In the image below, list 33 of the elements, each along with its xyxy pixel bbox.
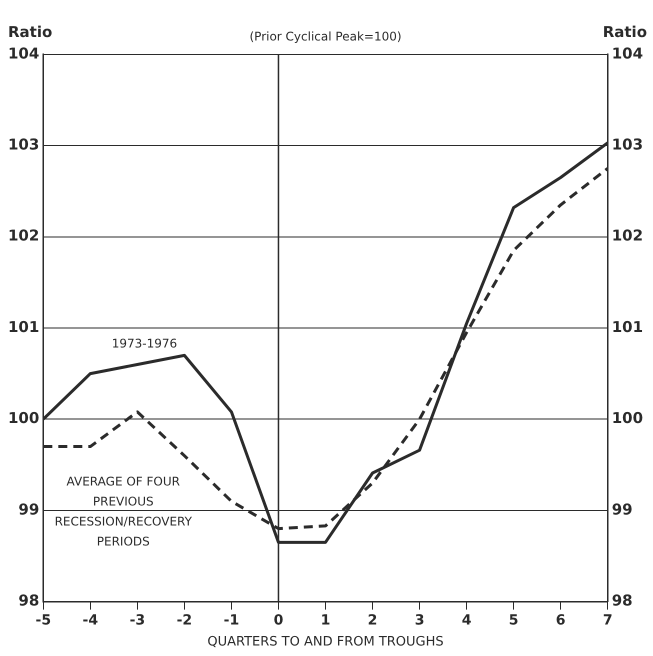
- series-label: AVERAGE OF FOUR PREVIOUS RECESSION/RECOVERY PERIODS: [54, 474, 193, 548]
- y-tick-label: 104: [8, 44, 40, 62]
- y-tick-label: 101: [8, 318, 40, 336]
- x-tick-label: -5: [36, 612, 52, 629]
- x-tick-label: 6: [556, 612, 566, 629]
- y-tick-label: 98: [18, 591, 40, 610]
- x-tick-label: 3: [414, 612, 424, 629]
- x-tick-label: -1: [224, 612, 240, 629]
- y2-tick-label: 101: [612, 318, 643, 336]
- y-axis-title: Ratio: [8, 22, 52, 41]
- y-tick-label: 103: [8, 135, 40, 154]
- x-tick-label: 7: [602, 612, 613, 629]
- y2-tick-label: 98: [612, 591, 633, 610]
- x-axis-title: QUARTERS TO AND FROM TROUGHS: [207, 634, 444, 650]
- y2-tick-label: 99: [612, 500, 633, 518]
- y2-tick-label: 104: [612, 44, 643, 62]
- y2-tick-label: 102: [612, 226, 643, 245]
- x-tick-label: -3: [130, 612, 146, 629]
- y2-tick-label: 103: [612, 135, 643, 154]
- y2-tick-label: 100: [612, 409, 643, 428]
- x-tick-label: 4: [462, 612, 472, 629]
- x-tick-label: 5: [508, 612, 518, 629]
- y-tick-label: 102: [8, 226, 40, 245]
- series-label: 1973-1976: [112, 336, 178, 351]
- x-tick-label: 2: [368, 612, 378, 629]
- chart-subtitle: (Prior Cyclical Peak=100): [249, 29, 402, 44]
- y2-axis-title: Ratio: [602, 22, 647, 41]
- x-tick-label: -4: [82, 612, 98, 629]
- x-tick-label: 0: [274, 612, 284, 629]
- y-tick-label: 100: [8, 409, 40, 428]
- x-tick-label: 1: [320, 612, 330, 629]
- y-tick-label: 99: [18, 500, 40, 518]
- x-tick-label: -2: [176, 612, 192, 629]
